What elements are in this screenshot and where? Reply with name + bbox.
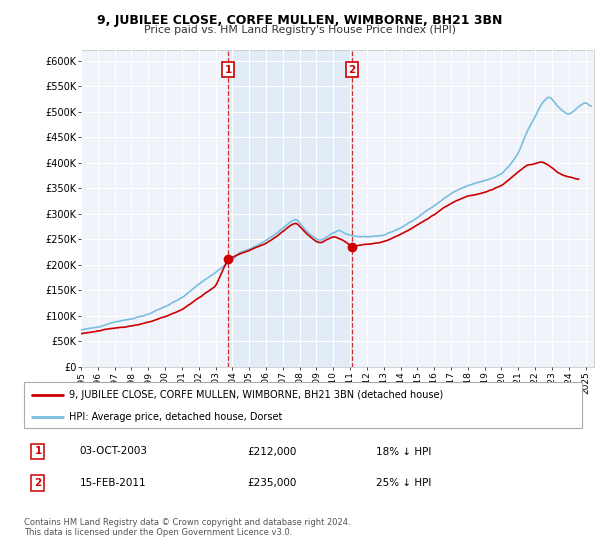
- Text: 2: 2: [34, 478, 41, 488]
- Text: £235,000: £235,000: [247, 478, 296, 488]
- Text: 2: 2: [349, 64, 356, 74]
- Text: 9, JUBILEE CLOSE, CORFE MULLEN, WIMBORNE, BH21 3BN: 9, JUBILEE CLOSE, CORFE MULLEN, WIMBORNE…: [97, 14, 503, 27]
- Text: HPI: Average price, detached house, Dorset: HPI: Average price, detached house, Dors…: [68, 412, 282, 422]
- Text: 25% ↓ HPI: 25% ↓ HPI: [376, 478, 431, 488]
- Text: £212,000: £212,000: [247, 446, 296, 456]
- Text: 03-OCT-2003: 03-OCT-2003: [80, 446, 148, 456]
- Text: 1: 1: [224, 64, 232, 74]
- Text: 1: 1: [34, 446, 41, 456]
- Text: 9, JUBILEE CLOSE, CORFE MULLEN, WIMBORNE, BH21 3BN (detached house): 9, JUBILEE CLOSE, CORFE MULLEN, WIMBORNE…: [68, 390, 443, 400]
- Text: 15-FEB-2011: 15-FEB-2011: [80, 478, 146, 488]
- Bar: [228, 50, 352, 367]
- Text: Price paid vs. HM Land Registry's House Price Index (HPI): Price paid vs. HM Land Registry's House …: [144, 25, 456, 35]
- Text: 18% ↓ HPI: 18% ↓ HPI: [376, 446, 431, 456]
- Text: Contains HM Land Registry data © Crown copyright and database right 2024.
This d: Contains HM Land Registry data © Crown c…: [24, 518, 350, 538]
